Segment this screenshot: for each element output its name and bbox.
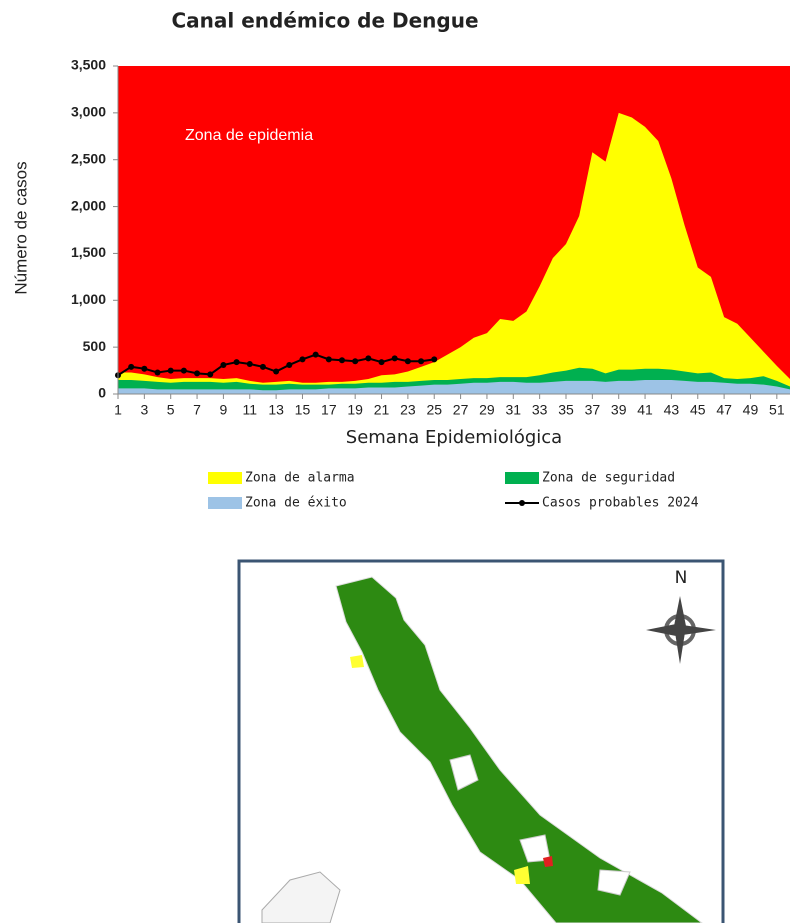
- x-tick-label: 23: [400, 402, 416, 418]
- point: [431, 356, 438, 363]
- x-tick-label: 1: [114, 402, 122, 418]
- x-tick-label: 25: [426, 402, 442, 418]
- point: [259, 363, 266, 370]
- point: [378, 359, 385, 366]
- north-label: N: [675, 568, 688, 588]
- x-tick-label: 39: [611, 402, 627, 418]
- x-tick-label: 49: [743, 402, 759, 418]
- legend-swatch: [505, 472, 539, 484]
- x-tick-label: 9: [220, 402, 228, 418]
- x-tick-label: 19: [347, 402, 363, 418]
- y-tick-label: 3,500: [71, 57, 106, 73]
- x-tick-label: 17: [321, 402, 337, 418]
- point: [167, 367, 174, 374]
- plot-area: Zona de epidemia 0 500 1,000 1,500 2,000 2,500…: [71, 57, 790, 418]
- state-shape: [335, 576, 703, 923]
- point: [233, 359, 240, 366]
- point: [207, 371, 214, 378]
- legend-label: Casos probables 2024: [542, 496, 699, 511]
- point: [180, 367, 187, 374]
- legend-label: Zona de alarma: [245, 471, 355, 486]
- y-tick-label: 2,000: [71, 197, 106, 213]
- legend-swatch: [208, 472, 242, 484]
- point: [404, 358, 411, 365]
- x-tick-label: 27: [453, 402, 469, 418]
- x-tick-label: 5: [167, 402, 175, 418]
- point: [154, 369, 161, 376]
- x-tick-label: 43: [664, 402, 680, 418]
- legend-label: Zona de éxito: [245, 496, 347, 511]
- map-frame: [237, 559, 725, 923]
- point: [220, 361, 227, 368]
- x-tick-label: 51: [769, 402, 785, 418]
- compass: [646, 596, 716, 664]
- point: [299, 356, 306, 363]
- x-tick-label: 33: [532, 402, 548, 418]
- x-tick-label: 37: [585, 402, 601, 418]
- legend-marker: [519, 500, 525, 506]
- x-tick-label: 21: [374, 402, 390, 418]
- point: [286, 361, 293, 368]
- map: N: [237, 559, 725, 923]
- y-tick-label: 2,500: [71, 150, 106, 166]
- point: [352, 358, 359, 365]
- point: [273, 368, 280, 375]
- legend-label: Zona de seguridad: [542, 471, 675, 486]
- legend-swatch: [208, 497, 242, 509]
- x-tick-label: 31: [506, 402, 522, 418]
- point: [325, 356, 332, 363]
- y-tick-label: 1,000: [71, 291, 106, 307]
- y-tick-label: 3,000: [71, 104, 106, 120]
- y-tick-label: 1,500: [71, 244, 106, 260]
- area: [118, 379, 790, 394]
- area: [118, 112, 790, 394]
- point: [365, 355, 372, 362]
- point: [418, 358, 425, 365]
- x-tick-label: 45: [690, 402, 706, 418]
- x-tick-label: 41: [637, 402, 653, 418]
- y-tick-label: 0: [98, 385, 106, 401]
- x-tick-label: 29: [479, 402, 495, 418]
- chart-title: Canal endémico de Dengue: [171, 9, 478, 33]
- x-tick-label: 3: [140, 402, 148, 418]
- x-axis-label: Semana Epidemiológica: [346, 427, 562, 448]
- y-tick-label: 500: [83, 338, 107, 354]
- point: [246, 361, 253, 368]
- x-tick-label: 47: [716, 402, 732, 418]
- epidemic-municipality: [543, 856, 553, 867]
- annotation: Zona de epidemia: [185, 127, 313, 144]
- point: [194, 370, 201, 377]
- y-axis-label: Número de casos: [11, 161, 30, 294]
- x-tick-label: 7: [193, 402, 201, 418]
- inset-outline: [261, 871, 341, 923]
- x-tick-label: 35: [558, 402, 574, 418]
- x-tick-label: 15: [295, 402, 311, 418]
- point: [128, 363, 135, 370]
- point: [141, 365, 148, 372]
- point: [339, 357, 345, 364]
- x-tick-label: 13: [268, 402, 284, 418]
- x-tick-label: 11: [242, 402, 257, 418]
- point: [391, 355, 398, 362]
- point: [312, 351, 319, 358]
